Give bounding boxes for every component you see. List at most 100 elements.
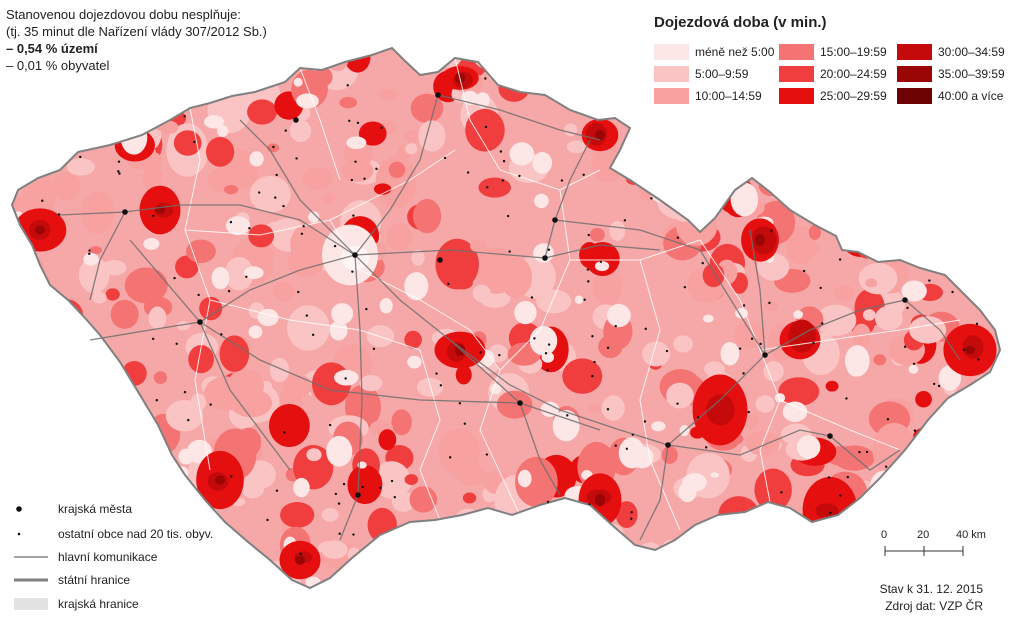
- zone-patch: [821, 132, 859, 157]
- town-dot: [606, 346, 610, 350]
- town-dot: [328, 423, 332, 427]
- key-regional-border: krajská hranice: [14, 597, 139, 611]
- town-dot: [665, 349, 669, 353]
- legend-label: 10:00–14:59: [695, 89, 762, 103]
- zone-patch: [308, 211, 320, 223]
- zone-patch: [906, 234, 921, 252]
- zone-patch: [595, 129, 605, 141]
- zone-patch: [676, 205, 718, 246]
- town-dot: [972, 432, 976, 436]
- zone-patch: [493, 526, 520, 561]
- zone-patch: [249, 175, 291, 213]
- zone-patch: [211, 266, 230, 290]
- zone-patch: [567, 140, 586, 154]
- town-dot: [661, 163, 664, 166]
- regional-cities: [122, 92, 908, 498]
- zone-patch: [981, 265, 1000, 285]
- town-dot: [759, 342, 762, 346]
- zone-patch: [183, 508, 201, 520]
- zone-patch: [388, 161, 406, 179]
- zone-patch: [961, 476, 981, 493]
- legend-item-4: 20:00–24:59: [779, 66, 897, 82]
- zone-patch: [37, 395, 82, 436]
- zone-patch: [326, 435, 353, 467]
- zone-patch: [844, 345, 870, 377]
- town-dot: [551, 512, 554, 515]
- zone-patch: [755, 234, 765, 246]
- regional-city-dot: [665, 442, 671, 448]
- zone-patch: [50, 458, 63, 469]
- zone-patch: [293, 477, 310, 498]
- town-dot: [176, 507, 179, 510]
- zone-patch: [268, 404, 310, 448]
- zone-patch: [539, 519, 567, 548]
- town-dot: [547, 248, 550, 251]
- town-dot: [193, 140, 196, 144]
- zone-patch: [937, 193, 972, 231]
- zone-patch: [655, 167, 691, 194]
- regional-city-dot: [437, 257, 443, 263]
- town-dot: [435, 535, 438, 538]
- zone-patch: [825, 380, 839, 392]
- zone-patch: [830, 154, 860, 188]
- zone-patch: [642, 341, 671, 367]
- zone-patch: [705, 107, 733, 127]
- zone-patch: [12, 326, 51, 355]
- zone-patch: [374, 183, 392, 195]
- town-dot: [272, 145, 275, 149]
- town-dot: [390, 479, 394, 483]
- regional-city-dot: [552, 217, 558, 223]
- zone-patch: [534, 193, 549, 209]
- town-dot: [506, 214, 510, 218]
- zone-patch: [78, 257, 110, 294]
- zone-patch: [662, 146, 687, 173]
- town-dot: [275, 173, 278, 177]
- zone-patch: [763, 114, 801, 139]
- zone-patch: [990, 150, 1000, 182]
- zone-patch: [585, 241, 620, 277]
- note-population-share: – 0,01 % obyvatel: [6, 58, 110, 73]
- regional-city-dot: [902, 297, 908, 303]
- town-dot: [932, 382, 936, 386]
- main-roads: [59, 94, 961, 541]
- zone-patch: [215, 475, 225, 485]
- zone-patch: [121, 361, 147, 386]
- zone-patch: [33, 100, 69, 127]
- zone-patch: [248, 224, 275, 248]
- zone-patch: [785, 225, 817, 264]
- key-state-border: státní hranice: [14, 573, 130, 587]
- town-dot: [559, 560, 562, 564]
- town-dot: [197, 293, 200, 297]
- zone-patch: [438, 428, 481, 475]
- zone-patch: [375, 156, 417, 209]
- town-dot: [701, 261, 704, 265]
- town-dot: [630, 517, 633, 520]
- zone-patch: [793, 310, 804, 319]
- zone-patch: [730, 182, 759, 217]
- zone-patch: [509, 142, 535, 166]
- zone-patch: [269, 357, 290, 383]
- town-dot: [839, 494, 842, 497]
- zone-patch: [196, 506, 219, 525]
- town-dot: [742, 304, 746, 307]
- zone-patch: [496, 390, 533, 419]
- scale-tick-20: 20: [917, 529, 930, 541]
- zone-patch: [296, 93, 319, 109]
- zone-patch: [872, 422, 916, 478]
- zone-patch: [967, 132, 1000, 155]
- zone-patch: [964, 239, 976, 246]
- town-dot: [109, 455, 112, 459]
- zone-patch: [12, 297, 29, 320]
- zone-patch: [440, 569, 475, 588]
- zone-patch: [75, 99, 118, 147]
- town-dot: [780, 491, 783, 494]
- zone-patch: [532, 569, 555, 588]
- zone-patch: [407, 355, 422, 369]
- town-dot: [676, 236, 680, 239]
- zone-patch: [675, 126, 702, 158]
- zone-patch: [247, 99, 277, 125]
- zone-patch: [153, 371, 168, 385]
- zone-patch: [947, 162, 992, 202]
- town-dot: [248, 227, 251, 230]
- zone-patch: [248, 325, 263, 339]
